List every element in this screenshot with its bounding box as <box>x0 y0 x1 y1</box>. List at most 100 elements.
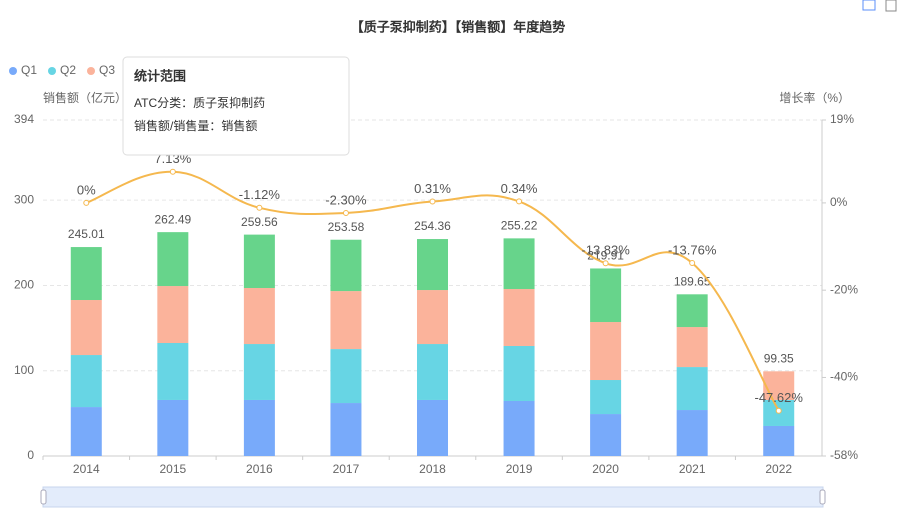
y-tick-label: 200 <box>14 278 34 292</box>
y-tick-label: 100 <box>14 363 34 377</box>
x-tick-label: 2018 <box>419 462 446 476</box>
bar-segment <box>330 403 362 456</box>
total-label: 253.58 <box>328 220 365 234</box>
x-tick-label: 2017 <box>333 462 360 476</box>
x-tick-label: 2019 <box>506 462 533 476</box>
bar-segment <box>763 371 795 400</box>
growth-label: -13.83% <box>581 243 630 258</box>
bar-segment <box>503 345 535 401</box>
growth-point <box>429 198 436 205</box>
x-tick-label: 2015 <box>159 462 186 476</box>
bar-segment <box>417 344 448 400</box>
bar-segment <box>243 344 275 400</box>
bar-segment <box>590 322 622 381</box>
bar-segment <box>503 400 535 456</box>
growth-label: -2.30% <box>325 192 367 207</box>
growth-point <box>256 204 263 211</box>
bar-segment <box>676 327 708 368</box>
growth-line <box>85 170 780 412</box>
y2-axis-label: 增长率（%） <box>779 90 850 105</box>
bar-segment <box>243 399 275 456</box>
zoom-handle[interactable] <box>40 489 47 505</box>
y-tick-label: 394 <box>14 112 34 126</box>
growth-point <box>516 198 523 205</box>
bar-segment <box>330 239 362 292</box>
growth-point <box>83 199 90 206</box>
toolbar[interactable] <box>862 0 897 12</box>
growth-point <box>775 407 782 414</box>
bar-segment <box>243 288 275 345</box>
zoom-handle[interactable] <box>819 489 826 505</box>
y2-tick-label: -20% <box>830 282 858 296</box>
y2-tick-label: 19% <box>830 112 854 126</box>
y2-tick-label: -40% <box>830 370 858 384</box>
total-label: 255.22 <box>501 219 538 233</box>
bar-segment <box>157 343 189 400</box>
bar-segment <box>590 380 622 415</box>
bar-segment <box>70 407 102 456</box>
growth-point <box>342 209 349 216</box>
y-tick-label: 300 <box>14 192 34 206</box>
total-label: 259.56 <box>241 215 278 229</box>
y2-tick-label: -58% <box>830 448 858 462</box>
x-tick-label: 2014 <box>73 462 100 476</box>
chart-title: 【质子泵抑制药】【销售额】年度趋势 <box>351 19 566 34</box>
bar-segment <box>503 289 535 346</box>
legend-label: Q1 <box>21 63 37 77</box>
bar-segment <box>330 291 362 350</box>
growth-label: 0% <box>77 182 96 197</box>
growth-label: 0.31% <box>414 181 451 196</box>
tooltip-box <box>122 56 350 156</box>
y-axis-label: 销售额（亿元） <box>43 90 127 105</box>
growth-point <box>169 168 176 175</box>
tooltip: 统计范围 ATC分类：质子泵抑制药 销售额/销售量：销售额 <box>122 56 350 156</box>
legend-label: Q2 <box>60 63 76 77</box>
bar-segment <box>417 290 448 345</box>
legend-marker <box>48 67 56 75</box>
legend-marker <box>9 67 17 75</box>
bar-segment <box>590 414 622 456</box>
x-tick-label: 2021 <box>679 462 706 476</box>
total-label: 254.36 <box>414 219 451 233</box>
total-label: 99.35 <box>764 351 794 365</box>
bar-segment <box>503 238 535 290</box>
bar-segment <box>157 286 189 344</box>
growth-point <box>602 260 609 267</box>
bar-segment <box>70 300 102 356</box>
growth-label: -47.62% <box>755 390 804 405</box>
data-icon[interactable] <box>885 0 897 12</box>
tooltip-line: ATC分类：质子泵抑制药 <box>134 95 265 110</box>
total-label: 189.65 <box>674 274 711 288</box>
growth-label: 0.34% <box>501 181 538 196</box>
bar-icon[interactable] <box>862 0 876 11</box>
y2-tick-label: 0% <box>830 195 848 209</box>
x-tick-label: 2020 <box>592 462 619 476</box>
bar-segment <box>590 268 622 323</box>
bar-segment <box>70 247 102 301</box>
legend-marker <box>87 67 95 75</box>
bar-segment <box>157 399 189 456</box>
tooltip-title: 统计范围 <box>134 68 186 83</box>
total-label: 262.49 <box>154 212 191 226</box>
bar-segment <box>676 410 708 456</box>
bar-segment <box>676 367 708 411</box>
growth-label: -13.76% <box>668 242 717 257</box>
y-tick-label: 0 <box>27 448 34 462</box>
tooltip-line: 销售额/销售量：销售额 <box>134 118 257 133</box>
data-zoom[interactable] <box>42 486 824 508</box>
bar-segment <box>330 349 362 404</box>
bar-segment <box>70 355 102 408</box>
legend-label: Q3 <box>99 63 115 77</box>
growth-point <box>689 259 696 266</box>
bar-segment <box>763 425 795 456</box>
bar-segment <box>417 239 448 291</box>
x-tick-label: 2022 <box>765 462 792 476</box>
growth-label: -1.12% <box>239 187 281 202</box>
x-tick-label: 2016 <box>246 462 273 476</box>
bar-segment <box>157 232 189 287</box>
bar-segment <box>417 399 448 456</box>
bar-segment <box>676 294 708 328</box>
total-label: 245.01 <box>68 227 105 241</box>
